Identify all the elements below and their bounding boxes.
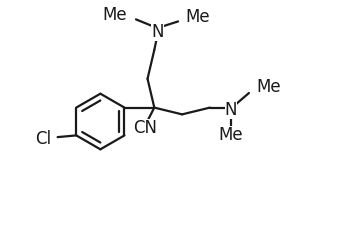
Text: N: N bbox=[225, 101, 237, 119]
Text: CN: CN bbox=[133, 119, 157, 137]
Text: Me: Me bbox=[186, 8, 210, 26]
Text: Cl: Cl bbox=[35, 130, 51, 148]
Text: N: N bbox=[152, 23, 164, 41]
Text: Me: Me bbox=[257, 78, 281, 96]
Text: Me: Me bbox=[103, 6, 127, 24]
Text: Me: Me bbox=[219, 126, 243, 144]
